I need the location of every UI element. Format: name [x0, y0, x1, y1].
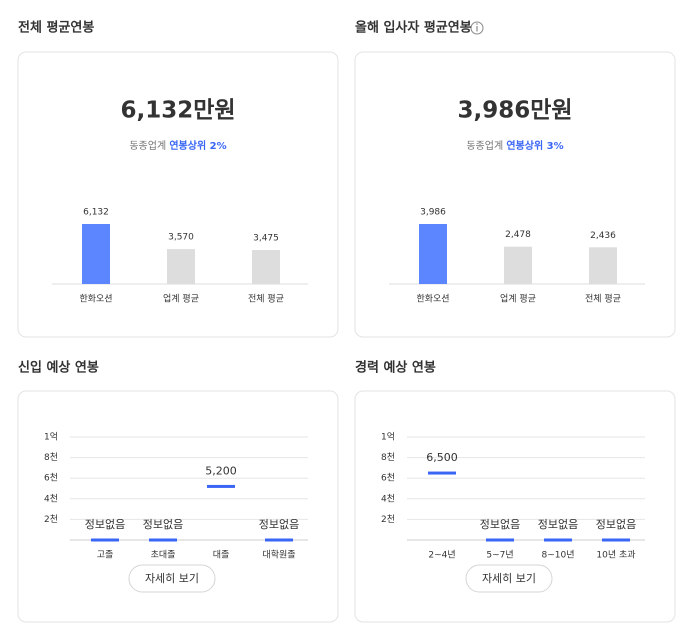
- value-label: 정보없음: [480, 518, 520, 531]
- button-label: 자세히 보기: [145, 571, 199, 585]
- section-title: 경력 예상 연봉: [355, 360, 436, 376]
- value-label: 6,132: [83, 208, 109, 218]
- value-label: 3,570: [168, 233, 194, 243]
- value-label: 6,500: [426, 451, 458, 464]
- bar: [82, 224, 110, 284]
- value-label: 정보없음: [259, 518, 299, 531]
- bar: [167, 249, 195, 284]
- value-label: 정보없음: [596, 518, 636, 531]
- card: [354, 390, 676, 623]
- x-tick-label: 대졸: [213, 550, 230, 561]
- value-label: 정보없음: [85, 518, 125, 531]
- subtitle-text: 동종업계: [129, 139, 166, 152]
- y-tick-label: 4천: [44, 493, 58, 504]
- subtitle-text: 동종업계: [466, 139, 503, 152]
- value-label: 2,436: [590, 231, 616, 241]
- level-marker: [602, 538, 630, 542]
- x-tick-label: 초대졸: [151, 550, 176, 561]
- level-marker: [207, 484, 235, 488]
- headline: 6,132만원: [120, 98, 235, 124]
- subtitle: 동종업계 연봉상위 2%: [129, 139, 226, 152]
- level-marker: [428, 471, 456, 475]
- x-tick-label: 대학원졸: [262, 550, 295, 561]
- value-label: 정보없음: [538, 518, 578, 531]
- x-tick-label: 5~7년: [486, 550, 513, 561]
- x-tick-label: 한화오션: [79, 294, 112, 305]
- x-tick-label: 전체 평균: [585, 294, 621, 305]
- button[interactable]: [465, 564, 553, 593]
- value-label: 3,986: [420, 208, 446, 218]
- y-tick-label: 1억: [381, 431, 395, 443]
- highlight: 연봉상위 2%: [169, 139, 226, 152]
- card: [17, 390, 339, 623]
- y-tick-label: 6천: [381, 473, 395, 484]
- y-tick-label: 4천: [381, 493, 395, 504]
- level-marker: [486, 538, 514, 542]
- y-tick-label: 2천: [44, 514, 58, 525]
- subtitle: 동종업계 연봉상위 3%: [466, 139, 563, 152]
- headline: 3,986만원: [457, 98, 572, 124]
- x-tick-label: 전체 평균: [248, 294, 284, 305]
- highlight: 연봉상위 3%: [506, 139, 563, 152]
- x-tick-label: 고졸: [97, 550, 114, 561]
- x-tick-label: 업계 평균: [500, 293, 536, 305]
- info-icon[interactable]: [470, 21, 484, 35]
- y-tick-label: 8천: [381, 452, 395, 463]
- section-title: 신입 예상 연봉: [18, 360, 99, 376]
- value-label: 5,200: [205, 464, 237, 477]
- level-marker: [91, 538, 119, 542]
- y-tick-label: 6천: [44, 473, 58, 484]
- y-tick-label: 1억: [44, 431, 58, 443]
- bar: [419, 224, 447, 284]
- button-label: 자세히 보기: [482, 571, 536, 585]
- x-tick-label: 한화오션: [416, 294, 449, 305]
- y-tick-label: 2천: [381, 514, 395, 525]
- value-label: 3,475: [253, 233, 279, 243]
- x-tick-label: 업계 평균: [163, 293, 199, 305]
- section-title: 올해 입사자 평균연봉: [355, 20, 472, 36]
- bar: [504, 246, 532, 284]
- y-tick-label: 8천: [44, 452, 58, 463]
- level-marker: [544, 538, 572, 542]
- x-tick-label: 8~10년: [542, 550, 575, 561]
- level-marker: [149, 538, 177, 542]
- button[interactable]: [128, 564, 216, 593]
- value-label: 2,478: [505, 230, 531, 240]
- x-tick-label: 2~4년: [428, 550, 455, 561]
- value-label: 정보없음: [143, 518, 183, 531]
- section-title: 전체 평균연봉: [18, 20, 94, 36]
- level-marker: [265, 538, 293, 542]
- x-tick-label: 10년 초과: [596, 550, 635, 561]
- bar: [589, 247, 617, 284]
- bar: [252, 249, 280, 284]
